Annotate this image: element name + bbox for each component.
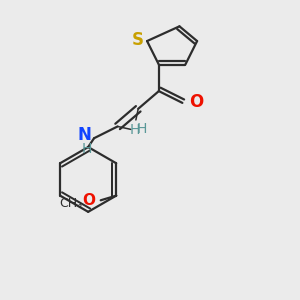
Text: S: S xyxy=(132,31,144,49)
Text: O: O xyxy=(189,93,203,111)
Text: H: H xyxy=(129,124,140,137)
Text: H: H xyxy=(136,122,146,136)
Text: H: H xyxy=(81,142,92,156)
Text: N: N xyxy=(78,126,92,144)
Text: O: O xyxy=(82,193,95,208)
Text: CH₃: CH₃ xyxy=(59,197,83,210)
